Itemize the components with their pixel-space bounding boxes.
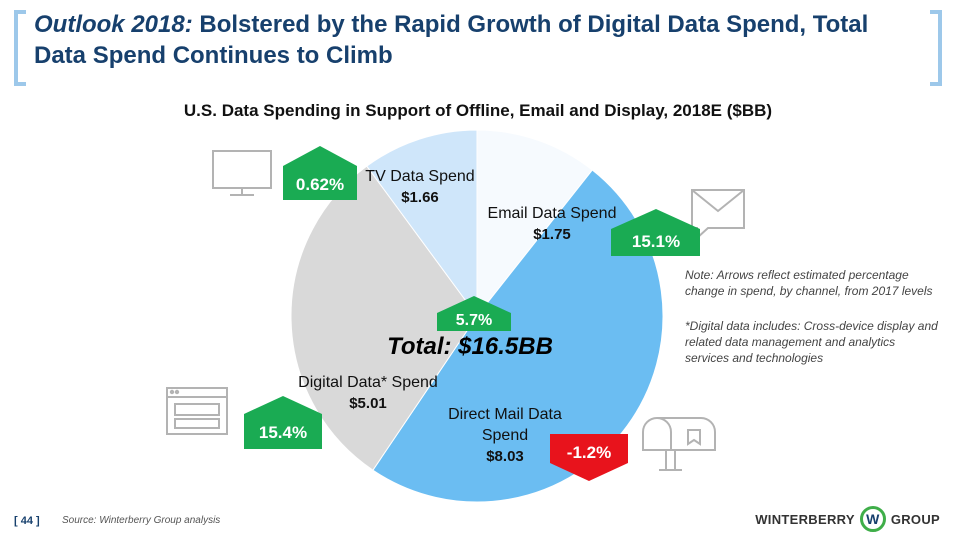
change-arrow-total: 5.7% <box>437 296 511 331</box>
page-number: [ 44 ] <box>14 515 40 527</box>
label-tv-name: TV Data Spend <box>365 168 475 185</box>
label-email-value: $1.75 <box>533 226 571 243</box>
page-title: Outlook 2018: Bolstered by the Rapid Gro… <box>34 9 914 71</box>
tv-icon <box>212 150 272 196</box>
title-text: Bolstered by the Rapid Growth of Digital… <box>34 11 869 69</box>
note-digital: *Digital data includes: Cross-device dis… <box>685 319 938 365</box>
note-arrows: Note: Arrows reflect estimated percentag… <box>685 268 933 298</box>
pie-slice-tv-data-spend <box>366 129 478 318</box>
label-tv-value: $1.66 <box>401 189 439 206</box>
browser-window-icon <box>166 387 228 435</box>
change-digital: 15.4% <box>259 423 307 442</box>
change-direct-mail: -1.2% <box>567 443 611 462</box>
mailbox-icon <box>642 417 716 471</box>
label-email: Email Data Spend $1.75 <box>476 203 628 245</box>
total-label: Total: $16.5BB <box>387 333 553 360</box>
chart-title: U.S. Data Spending in Support of Offline… <box>183 101 773 120</box>
change-arrow-tv: 0.62% <box>283 146 357 200</box>
logo-mark: W <box>859 506 886 532</box>
change-email: 15.1% <box>632 232 680 251</box>
label-digital-value: $5.01 <box>349 395 387 412</box>
label-digital: Digital Data* Spend $5.01 <box>278 372 458 414</box>
logo-text-left: WINTERBERRY <box>755 511 855 527</box>
label-direct-mail-name: Direct Mail Data Spend <box>448 406 562 444</box>
label-tv: TV Data Spend $1.66 <box>350 166 490 208</box>
logo-text-right: GROUP <box>890 511 940 527</box>
change-arrow-direct-mail: -1.2% <box>550 434 628 481</box>
label-direct-mail: Direct Mail Data Spend $8.03 <box>435 404 575 467</box>
label-direct-mail-value: $8.03 <box>486 448 524 465</box>
title-bracket-right <box>930 10 942 86</box>
change-tv: 0.62% <box>296 175 344 194</box>
winterberry-logo: WINTERBERRY W GROUP <box>755 506 940 532</box>
change-arrow-digital: 15.4% <box>244 396 322 449</box>
change-total: 5.7% <box>456 312 492 329</box>
title-bracket-left <box>14 10 26 86</box>
label-email-name: Email Data Spend <box>487 205 617 222</box>
label-digital-name: Digital Data* Spend <box>298 374 438 391</box>
change-arrow-email: 15.1% <box>611 209 700 256</box>
source-note: Source: Winterberry Group analysis <box>62 515 221 526</box>
title-emphasis: Outlook 2018: <box>34 11 193 38</box>
pie-slice-email-data-spend <box>476 129 593 318</box>
